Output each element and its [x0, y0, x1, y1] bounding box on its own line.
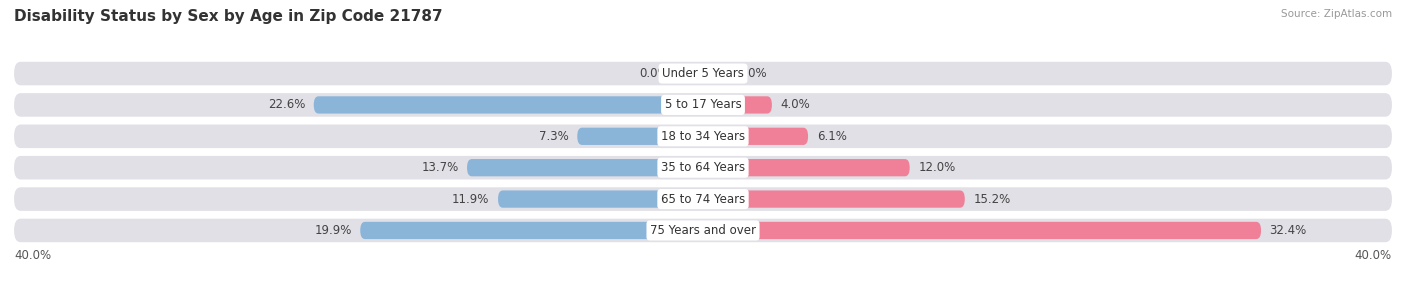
FancyBboxPatch shape — [14, 156, 1392, 179]
FancyBboxPatch shape — [578, 128, 703, 145]
Text: 32.4%: 32.4% — [1270, 224, 1308, 237]
Text: 6.1%: 6.1% — [817, 130, 846, 143]
Text: 12.0%: 12.0% — [918, 161, 956, 174]
FancyBboxPatch shape — [14, 219, 1392, 242]
FancyBboxPatch shape — [703, 222, 1261, 239]
Text: 13.7%: 13.7% — [422, 161, 458, 174]
FancyBboxPatch shape — [360, 222, 703, 239]
Text: 0.0%: 0.0% — [738, 67, 768, 80]
FancyBboxPatch shape — [14, 125, 1392, 148]
FancyBboxPatch shape — [498, 190, 703, 208]
FancyBboxPatch shape — [14, 93, 1392, 117]
FancyBboxPatch shape — [703, 159, 910, 176]
FancyBboxPatch shape — [703, 128, 808, 145]
Text: 35 to 64 Years: 35 to 64 Years — [661, 161, 745, 174]
Text: 11.9%: 11.9% — [453, 192, 489, 206]
FancyBboxPatch shape — [14, 187, 1392, 211]
FancyBboxPatch shape — [467, 159, 703, 176]
Text: 19.9%: 19.9% — [315, 224, 352, 237]
Text: 22.6%: 22.6% — [267, 98, 305, 112]
Text: 65 to 74 Years: 65 to 74 Years — [661, 192, 745, 206]
FancyBboxPatch shape — [14, 62, 1392, 85]
Text: 40.0%: 40.0% — [1355, 249, 1392, 262]
Text: 0.0%: 0.0% — [638, 67, 669, 80]
FancyBboxPatch shape — [703, 190, 965, 208]
FancyBboxPatch shape — [678, 65, 703, 82]
Text: Under 5 Years: Under 5 Years — [662, 67, 744, 80]
Text: 4.0%: 4.0% — [780, 98, 810, 112]
Text: Disability Status by Sex by Age in Zip Code 21787: Disability Status by Sex by Age in Zip C… — [14, 9, 443, 24]
Text: Source: ZipAtlas.com: Source: ZipAtlas.com — [1281, 9, 1392, 19]
Text: 75 Years and over: 75 Years and over — [650, 224, 756, 237]
Text: 18 to 34 Years: 18 to 34 Years — [661, 130, 745, 143]
FancyBboxPatch shape — [314, 96, 703, 114]
Text: 5 to 17 Years: 5 to 17 Years — [665, 98, 741, 112]
FancyBboxPatch shape — [703, 65, 728, 82]
FancyBboxPatch shape — [703, 96, 772, 114]
Text: 40.0%: 40.0% — [14, 249, 51, 262]
Text: 15.2%: 15.2% — [973, 192, 1011, 206]
Text: 7.3%: 7.3% — [538, 130, 568, 143]
